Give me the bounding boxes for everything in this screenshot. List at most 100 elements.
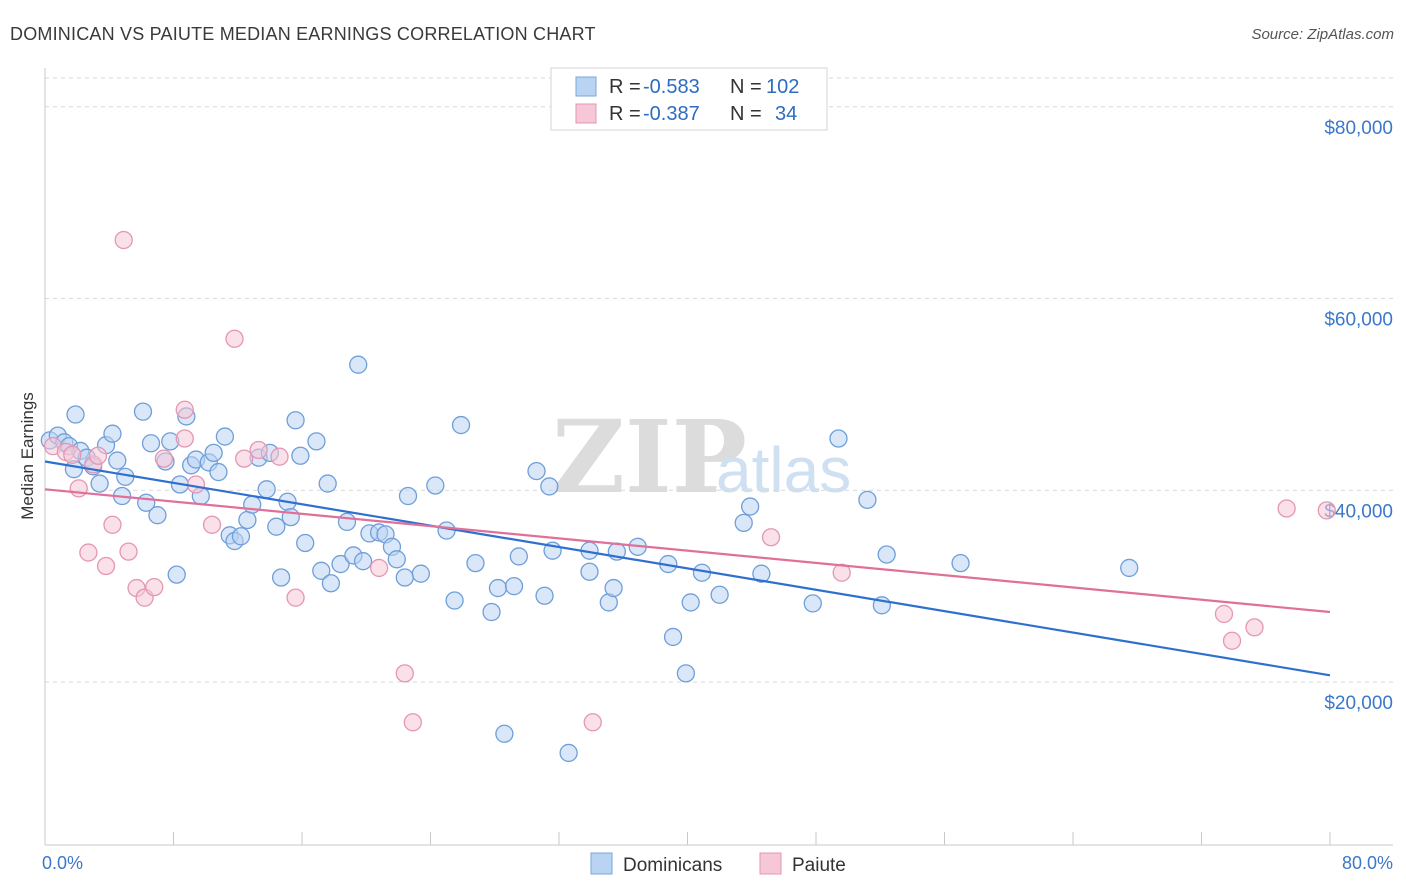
stats-legend-box — [550, 67, 828, 131]
dominicans-point — [877, 545, 896, 564]
dominicans-point — [204, 443, 223, 463]
paiute-point — [1317, 501, 1336, 520]
dominicans-point — [271, 568, 291, 587]
paiute-point — [286, 588, 305, 607]
x-tick-labels: 0.0% 80.0% — [42, 853, 1393, 873]
paiute-point — [1222, 631, 1242, 650]
paiute-point — [96, 556, 116, 576]
legend-r-label-1: R = — [609, 76, 641, 98]
paiute-point — [175, 429, 194, 448]
dominicans-point — [829, 429, 848, 448]
dominicans-point — [445, 591, 464, 610]
watermark-zip: ZIP — [552, 398, 747, 516]
y-tick-label: $80,000 — [1324, 118, 1393, 139]
dominicans-point — [108, 451, 127, 470]
dominicans-point — [318, 474, 337, 493]
paiute-point — [175, 400, 194, 419]
dominicans-point — [540, 477, 559, 496]
paiute-point — [395, 664, 414, 683]
dominicans-point — [90, 474, 109, 493]
legend-swatch-paiute — [575, 103, 597, 124]
paiute-point — [186, 475, 206, 494]
bottom-legend-dominicans: Dominicans — [623, 855, 722, 876]
dominicans-point — [307, 432, 326, 451]
paiute-point — [270, 447, 289, 466]
dominicans-point — [858, 490, 877, 510]
paiute-point — [88, 446, 108, 465]
y-tick-label: $40,000 — [1324, 501, 1393, 522]
dominicans-point — [296, 533, 315, 553]
series-legend: Dominicans Paiute — [590, 852, 846, 876]
dominicans-point — [167, 565, 186, 584]
paiute-point — [103, 515, 122, 534]
paiute-point — [202, 515, 222, 534]
paiute-point — [79, 543, 98, 562]
bottom-legend-swatch-dominicans — [590, 852, 613, 875]
dominicans-point — [604, 578, 623, 598]
dominicans-point — [482, 602, 501, 622]
paiute-point — [235, 449, 254, 468]
legend-r-label-2: R = — [609, 103, 641, 125]
bottom-legend-swatch-paiute — [759, 852, 782, 875]
dominicans-point — [663, 627, 683, 647]
dominicans-point — [148, 506, 167, 525]
paiute-point — [1245, 618, 1264, 637]
dominicans-point — [451, 415, 471, 435]
paiute-point — [114, 230, 133, 250]
dominicans-point — [559, 743, 578, 763]
dominicans-point — [495, 724, 514, 743]
dominicans-point — [1120, 558, 1139, 578]
dominicans-point — [803, 594, 822, 613]
dominicans-point — [411, 564, 431, 583]
dominicans-point — [267, 517, 286, 536]
paiute-point — [832, 563, 851, 582]
dominicans-point — [387, 550, 406, 569]
dominicans-point — [231, 527, 251, 546]
dominicans-point — [710, 585, 729, 604]
axes — [44, 68, 1393, 846]
dominicans-point — [312, 561, 331, 580]
dominicans-point — [398, 486, 418, 506]
y-axis-label: Median Earnings — [18, 392, 37, 520]
paiute-point — [369, 558, 389, 578]
dominicans-point — [951, 553, 970, 573]
stats-legend: R = -0.583 N = 102 R = -0.387 N = 34 — [550, 67, 828, 131]
legend-n-value-2: 34 — [775, 103, 797, 125]
paiute-point — [69, 479, 88, 498]
chart-title: DOMINICAN VS PAIUTE MEDIAN EARNINGS CORR… — [10, 24, 596, 44]
paiute-trend-line — [44, 488, 1331, 614]
x-tick-label: 0.0% — [42, 853, 83, 873]
dominicans-point — [133, 402, 153, 421]
legend-n-value-1: 102 — [766, 76, 799, 98]
legend-n-label-2: N = — [730, 103, 762, 125]
trend-lines — [44, 460, 1331, 677]
dominicans-point — [734, 513, 753, 533]
dominicans-point — [257, 480, 276, 499]
paiute-point — [1214, 604, 1234, 624]
dominicans-point — [466, 553, 485, 573]
paiute-point — [154, 449, 174, 468]
dominicans-point — [66, 405, 85, 424]
y-tick-labels: $20,000 $40,000 $60,000 $80,000 — [1324, 118, 1393, 714]
dominicans-point — [141, 434, 161, 453]
dominicans-point — [291, 446, 310, 465]
dominicans-point — [437, 521, 456, 540]
paiute-point — [145, 577, 164, 597]
paiute-point — [119, 542, 138, 561]
dominicans-point — [509, 547, 528, 566]
dominicans-point — [580, 562, 599, 581]
dominicans-point — [353, 552, 373, 571]
legend-r-value-1: -0.583 — [643, 76, 700, 98]
dominicans-point — [504, 576, 524, 596]
watermark-atlas: atlas — [716, 434, 851, 506]
x-tick-label: 80.0% — [1342, 853, 1393, 873]
dominicans-point — [349, 355, 368, 374]
dominicans-point — [740, 497, 760, 516]
y-tick-label: $20,000 — [1324, 693, 1393, 714]
dominicans-point — [337, 512, 357, 532]
dominicans-point — [676, 664, 696, 683]
dominicans-point — [321, 574, 341, 593]
dominicans-point — [488, 578, 508, 598]
y-tick-label: $60,000 — [1324, 310, 1393, 331]
dominicans-point — [286, 411, 305, 430]
